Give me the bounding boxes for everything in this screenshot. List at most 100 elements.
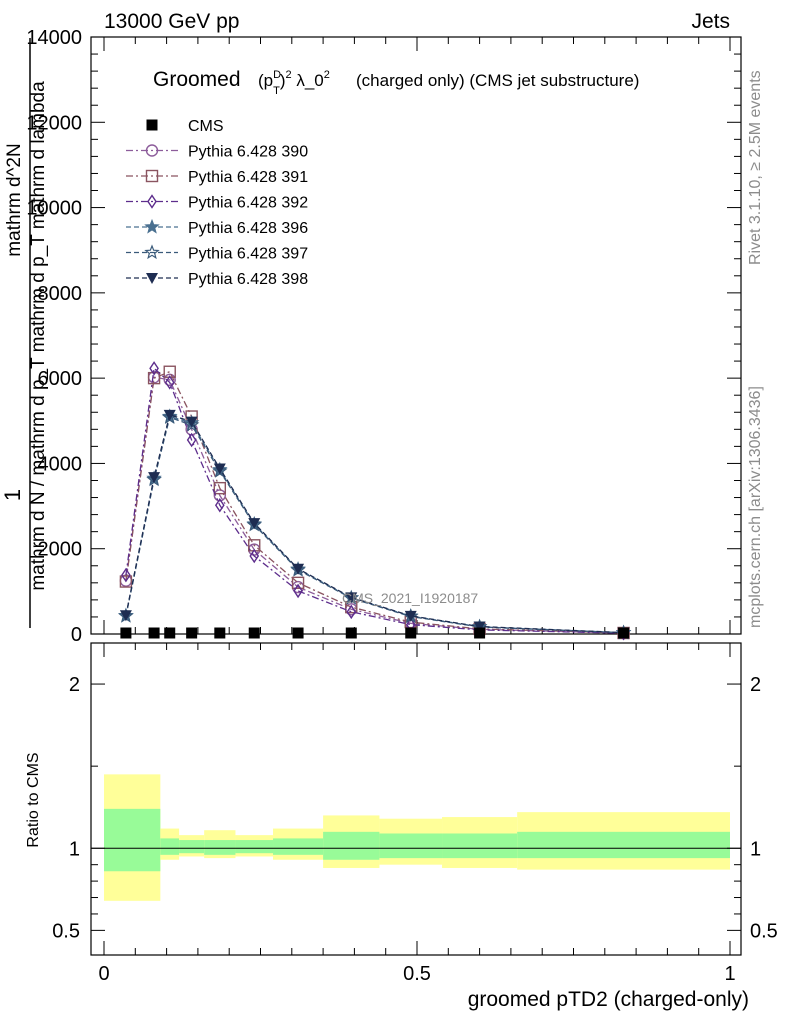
legend-label: Pythia 6.428 398 <box>188 271 308 288</box>
data-point <box>346 604 357 620</box>
ratio-band-inner <box>160 838 180 855</box>
ratio-band-inner <box>517 831 730 859</box>
data-point <box>148 472 161 484</box>
ratio-tick-label-right: 1 <box>750 838 761 860</box>
data-point <box>185 416 198 428</box>
y-tick-label: 10000 <box>26 198 82 220</box>
ratio-tick-label: 1 <box>69 838 80 860</box>
ratio-y-label: Ratio to CMS <box>25 752 42 847</box>
data-point <box>148 627 160 639</box>
data-point <box>293 583 303 599</box>
legend-marker <box>145 169 159 183</box>
data-point <box>214 497 225 513</box>
ratio-panel: 0 0.5 1 0.5 0.5 1 1 2 2 <box>52 642 778 985</box>
rivet-label: Rivet 3.1.10, ≥ 2.5M events <box>747 70 764 265</box>
data-point <box>163 409 176 421</box>
legend-marker <box>146 119 158 131</box>
legend: CMS Pythia 6.428 390 Pythia 6.428 391 Pythi… <box>126 118 308 288</box>
ratio-tick-label: 0.5 <box>52 920 80 942</box>
legend-label: Pythia 6.428 397 <box>188 246 308 263</box>
header-energy: 13000 GeV pp <box>104 10 239 33</box>
ratio-band-inner <box>179 840 205 854</box>
data-point <box>345 627 357 639</box>
y-axis-label-numerator: mathrm d^2N <box>4 143 25 256</box>
legend-entry: CMS <box>146 118 224 135</box>
series-391 <box>119 365 630 640</box>
data-point <box>186 432 197 448</box>
data-point <box>248 627 260 639</box>
data-point <box>213 463 226 475</box>
chart-title: Groomed (pD T)2 λ_02 (charged only) (CMS … <box>153 68 639 97</box>
legend-entry: Pythia 6.428 390 <box>126 144 308 161</box>
data-point <box>164 375 175 390</box>
ratio-tick-label: 2 <box>69 674 80 696</box>
legend-entry: Pythia 6.428 396 <box>126 218 308 237</box>
legend-marker <box>147 194 157 209</box>
legend-marker <box>145 144 159 157</box>
data-point <box>249 548 260 564</box>
data-point <box>214 627 226 639</box>
y-tick-label: 6000 <box>38 368 83 390</box>
data-point <box>121 567 131 583</box>
data-point <box>213 489 227 502</box>
legend-entry: Pythia 6.428 391 <box>126 169 308 186</box>
legend-entry: Pythia 6.428 392 <box>126 194 308 212</box>
legend-label: Pythia 6.428 396 <box>188 220 308 237</box>
data-point <box>292 627 304 639</box>
y-tick-label: 12000 <box>26 112 82 134</box>
data-point <box>248 518 261 530</box>
y-axis-label-one: 1 <box>0 489 25 501</box>
data-point <box>405 627 417 639</box>
series-line <box>125 366 624 634</box>
legend-entry: Pythia 6.428 397 <box>126 244 308 263</box>
legend-label: Pythia 6.428 392 <box>188 195 308 212</box>
ratio-tick-label-right: 0.5 <box>750 920 778 942</box>
header-jets: Jets <box>691 10 730 33</box>
y-tick-label: 4000 <box>38 453 83 475</box>
legend-marker <box>146 273 158 284</box>
legend-entry: Pythia 6.428 398 <box>126 271 308 288</box>
legend-marker <box>144 218 160 234</box>
data-point <box>149 361 159 376</box>
data-point <box>119 610 132 622</box>
data-point <box>183 416 200 432</box>
data-point <box>474 627 486 639</box>
ratio-band-inner <box>379 833 443 859</box>
data-point <box>473 621 486 633</box>
data-point <box>147 371 161 385</box>
x-tick-label: 0 <box>98 963 109 985</box>
data-point <box>186 627 198 639</box>
ratio-band-inner <box>442 833 518 859</box>
data-point <box>213 481 227 495</box>
data-point <box>163 373 176 387</box>
data-point <box>345 592 358 604</box>
ratio-band-inner <box>235 840 274 854</box>
y-tick-label: 8000 <box>38 283 83 305</box>
title-math: (pD T)2 λ_02 <box>258 69 330 97</box>
title-main: Groomed <box>153 68 241 91</box>
y-axis-label: 1 mathrm d^2N mathrm d N / mathrm d p_T … <box>0 38 49 628</box>
watermark: CMS_2021_I1920187 <box>342 590 478 606</box>
data-point <box>404 610 417 622</box>
data-point <box>292 563 305 575</box>
main-panel: 0 2000 4000 6000 8000 10000 12000 14000 <box>26 27 742 646</box>
ratio-band-inner <box>204 840 236 855</box>
x-tick-label: 1 <box>724 963 735 985</box>
legend-label: CMS <box>188 118 224 135</box>
y-tick-label: 14000 <box>26 27 82 49</box>
ratio-tick-label-right: 2 <box>750 674 761 696</box>
ratio-band-inner <box>273 838 324 855</box>
data-point <box>618 627 630 639</box>
title-rest: (charged only) (CMS jet substructure) <box>356 71 639 90</box>
ratio-band-inner <box>104 808 161 872</box>
ratio-frame <box>90 642 742 956</box>
x-tick-label: 0.5 <box>403 963 431 985</box>
legend-marker <box>144 244 160 260</box>
legend-label: Pythia 6.428 390 <box>188 144 308 161</box>
ratio-band-inner <box>323 831 380 860</box>
data-point <box>164 627 176 639</box>
data-point <box>291 576 305 590</box>
data-point <box>120 627 132 639</box>
mcplots-label: mcplots.cern.ch [arXiv:1306.3436] <box>747 386 764 628</box>
